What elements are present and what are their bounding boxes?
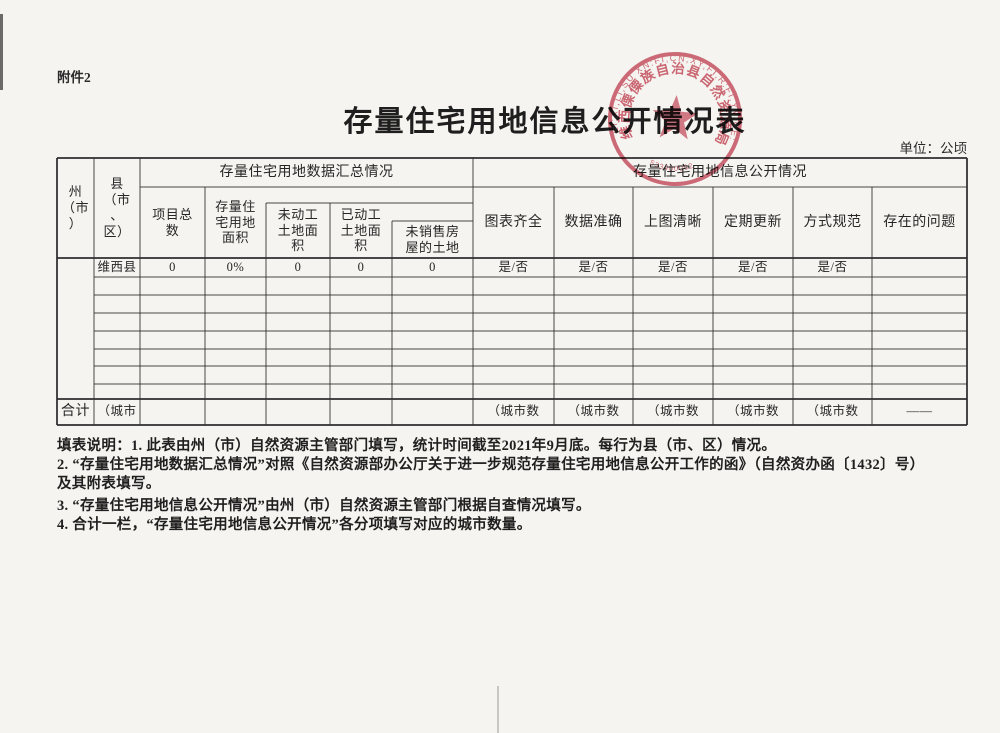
header-problems: 存在的问题 <box>883 214 956 230</box>
total-label: 合计 <box>61 404 90 420</box>
row1-regular-update: 是/否 <box>738 259 768 274</box>
row1-method-standard: 是/否 <box>817 259 848 274</box>
attachment-label: 附件2 <box>57 70 91 85</box>
svg-text:533400002: 533400002 <box>648 158 696 175</box>
note-line-1: 填表说明：1. 此表由州（市）自然资源主管部门填写，统计时间截至2021年9月底… <box>57 438 777 454</box>
row1-data-accurate: 是/否 <box>578 259 609 274</box>
row1-charts-complete: 是/否 <box>498 259 529 274</box>
row1-map-clear: 是/否 <box>658 259 688 274</box>
total-charts-complete: （城市数 <box>487 404 540 419</box>
row1-not-started-area: 0 <box>294 259 302 274</box>
header-regular-update: 定期更新 <box>724 214 782 230</box>
total-regular-update: （城市数 <box>726 404 779 419</box>
note-line-5: 4. 合计一栏，“存量住宅用地信息公开情况”各分项填写对应的城市数量。 <box>57 517 532 533</box>
row1-stock-area: 0% <box>226 259 245 274</box>
scan-crease-artifact <box>497 686 499 733</box>
note-line-4: 3. “存量住宅用地信息公开情况”由州（市）自然资源主管部门根据自查情况填写。 <box>57 498 591 514</box>
unit-label: 单位：公顷 <box>899 141 968 156</box>
header-group-summary: 存量住宅用地数据汇总情况 <box>219 164 394 180</box>
row1-county: 维西县 <box>97 259 137 274</box>
header-not-started-area: 未动工 土地面 积 <box>277 206 319 254</box>
header-started-area: 已动工 土地面 积 <box>340 206 382 254</box>
official-red-stamp: EI;XI,LI,SU XN:FI,CN,XY,FI,R:FI,YV:CE: 维… <box>608 48 746 186</box>
total-county: （城市 <box>97 404 137 419</box>
stamp-code: 533400002 <box>648 158 696 175</box>
total-data-accurate: （城市数 <box>567 404 620 419</box>
header-unsold-land: 未销售房 屋的土地 <box>405 223 460 255</box>
header-map-clear: 上图清晰 <box>644 214 702 230</box>
row1-started-area: 0 <box>357 259 365 274</box>
header-state: 州 （市 ） <box>61 184 89 231</box>
row1-unsold-land: 0 <box>429 259 436 274</box>
header-stock-area: 存量住 宅用地 面积 <box>215 198 256 246</box>
note-line-2: 2. “存量住宅用地数据汇总情况”对照《自然资源部办公厅关于进一步规范存量住宅用… <box>57 457 925 473</box>
header-county: 县 （市 、 区） <box>103 176 131 239</box>
header-project-total: 项目总 数 <box>152 206 193 238</box>
scan-edge-artifact <box>0 14 3 90</box>
stamp-star-icon <box>652 95 699 140</box>
row1-project-total: 0 <box>169 259 176 274</box>
total-problems: —— <box>906 404 933 419</box>
header-charts-complete: 图表齐全 <box>484 214 543 230</box>
total-method-standard: （城市数 <box>806 404 859 419</box>
note-line-3: 及其附表填写。 <box>57 476 161 492</box>
header-data-accurate: 数据准确 <box>564 214 623 230</box>
total-map-clear: （城市数 <box>646 404 699 419</box>
header-method-standard: 方式规范 <box>803 214 862 230</box>
header-group-disclosure: 存量住宅用地信息公开情况 <box>633 164 807 180</box>
